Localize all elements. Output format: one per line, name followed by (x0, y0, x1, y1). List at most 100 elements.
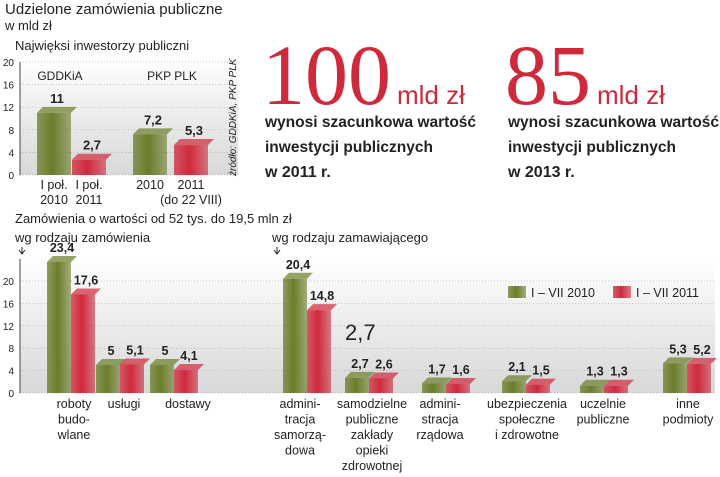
chart-title: Najwięksi inwestorzy publiczni (15, 38, 189, 53)
bar (71, 294, 95, 393)
bar (446, 384, 470, 393)
value-label: 1,6 (452, 363, 469, 377)
x-tick-label: 2010 (40, 193, 68, 207)
x-tick-label: publiczne (577, 413, 630, 427)
x-tick-label: zakłady (351, 428, 394, 442)
value-label: 5,2 (693, 343, 710, 357)
bar (502, 381, 526, 393)
value-label: 23,4 (50, 241, 74, 255)
x-tick-label: admini- (280, 397, 321, 411)
x-tick-label: I poł. (40, 178, 67, 192)
x-tick-label: i zdrowotne (495, 428, 559, 442)
stat-text: inwestycji publicznych (265, 139, 433, 156)
value-label: 2,1 (508, 360, 525, 374)
value-label: 1,7 (428, 362, 445, 376)
y-tick-label: 12 (3, 322, 15, 333)
x-tick-label: I poł. (75, 178, 102, 192)
y-tick-label: 20 (3, 277, 15, 288)
bar-top (604, 379, 634, 386)
stat-text: w 2011 r. (264, 164, 331, 181)
bar (47, 261, 71, 393)
x-tick-label: tracja (285, 413, 316, 427)
value-label: 1,3 (610, 365, 627, 379)
y-tick-label: 12 (3, 103, 15, 114)
x-tick-label: (do 22 VIII) (160, 193, 222, 207)
value-label: 1,5 (532, 364, 549, 378)
section-label: wg rodzaju zamówienia (14, 230, 151, 245)
bar-top (446, 378, 476, 385)
legend-swatch (508, 286, 526, 298)
value-label: 1,3 (586, 365, 603, 379)
bar-top (72, 153, 112, 160)
value-label: 5 (108, 344, 115, 358)
bar (120, 364, 144, 393)
bar (526, 384, 550, 393)
bar-top (47, 255, 77, 262)
stat-text: inwestycji publicznych (508, 139, 676, 156)
x-tick-label: roboty (57, 397, 92, 411)
bar (422, 383, 446, 393)
stat-text: wynosi szacunkowa wartość (507, 114, 719, 131)
value-label: 11 (50, 91, 64, 106)
arrow (273, 247, 281, 255)
x-tick-label: zdrowotnej (342, 459, 402, 473)
bar-top (120, 358, 150, 365)
bar-top (369, 372, 399, 379)
bar (133, 134, 167, 175)
value-label: 7,2 (144, 112, 162, 127)
bar-top (71, 288, 101, 295)
group-label: GDDKiA (37, 69, 82, 83)
bar (72, 159, 106, 175)
x-tick-label: 2011 (178, 178, 205, 192)
bar (345, 377, 369, 393)
value-label: 17,6 (74, 273, 98, 287)
bar (174, 145, 208, 175)
x-tick-label: stracja (422, 413, 459, 427)
value-label: 5,3 (185, 123, 203, 138)
y-tick-label: 20 (3, 58, 15, 69)
x-tick-label: opieki (356, 444, 389, 458)
y-tick-label: 8 (8, 344, 14, 355)
bar-top (663, 357, 693, 364)
bar (307, 310, 331, 393)
bar-top (150, 359, 180, 365)
bar-top (526, 378, 556, 385)
bar (96, 365, 120, 393)
bar-top (687, 357, 717, 364)
x-tick-label: admini- (420, 397, 461, 411)
x-tick-label: 2011 (76, 193, 103, 207)
bar-top (422, 377, 452, 384)
y-tick-label: 4 (8, 367, 14, 378)
y-tick-label: 4 (8, 148, 14, 159)
annotation: 2,7 (345, 320, 376, 345)
bar-top (580, 379, 610, 386)
bar (663, 363, 687, 393)
x-tick-label: podmioty (663, 413, 714, 427)
value-label: 2,7 (83, 138, 101, 153)
value-label: 4,1 (180, 349, 197, 363)
bar (174, 370, 198, 393)
x-tick-label: rządowa (416, 428, 463, 442)
y-tick-label: 16 (3, 299, 15, 310)
bar-top (96, 359, 126, 365)
source: źródło: GDDKiA, PKP PLK (228, 57, 239, 177)
bar-top (174, 139, 214, 146)
arrow (18, 247, 26, 255)
value-label: 5 (162, 344, 169, 358)
bar-top (345, 371, 375, 378)
stat-unit: mld zł (597, 80, 665, 110)
y-tick-label: 0 (8, 171, 14, 182)
value-label: 20,4 (286, 258, 310, 272)
x-tick-label: 2010 (136, 178, 164, 192)
chart-title: Zamówienia o wartości od 52 tys. do 19,5… (15, 211, 292, 226)
y-tick-label: 8 (8, 126, 14, 137)
x-tick-label: ubezpieczenia (487, 397, 567, 411)
value-label: 2,6 (375, 357, 392, 371)
stat-text: wynosi szacunkowa wartość (264, 114, 476, 131)
bar-top (307, 304, 337, 311)
bar (580, 385, 604, 393)
y-tick-label: 16 (3, 81, 15, 92)
x-tick-label: dowa (285, 444, 315, 458)
stat-value: 85 (505, 27, 591, 123)
